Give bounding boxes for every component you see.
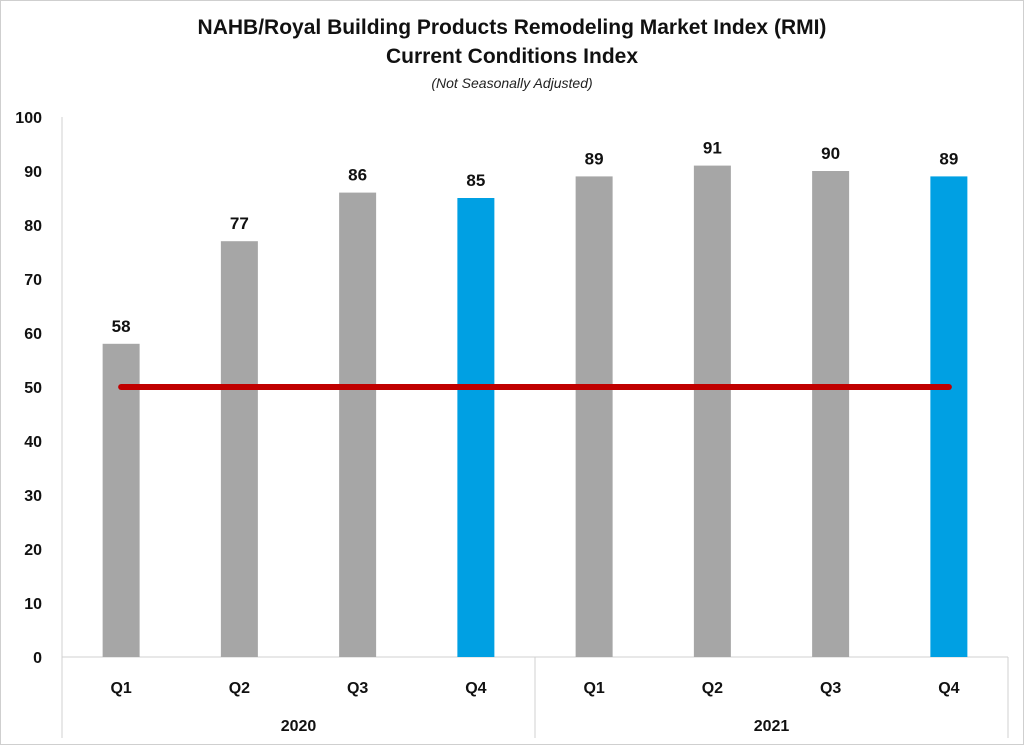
y-tick-label: 0 [33,650,42,667]
data-label: 90 [821,144,840,163]
y-tick-label: 60 [24,326,42,343]
x-tick-label: Q2 [702,680,723,697]
y-tick-label: 90 [24,164,42,181]
bar [339,192,377,657]
y-tick-label: 20 [24,542,42,559]
data-label: 58 [112,317,131,336]
y-tick-label: 10 [24,596,42,613]
data-label: 77 [230,214,249,233]
x-tick-label: Q3 [347,680,368,697]
y-tick-label: 30 [24,488,42,505]
y-tick-label: 50 [24,380,42,397]
bar [693,165,731,657]
data-label: 91 [703,139,722,158]
x-tick-label: Q3 [820,680,841,697]
bar [575,176,613,657]
x-tick-label: Q1 [583,680,604,697]
chart-subtitle: Current Conditions Index [386,45,638,68]
bar [102,343,140,657]
bar [457,198,495,657]
data-label: 86 [348,166,367,185]
data-label: 85 [466,171,485,190]
x-tick-label: Q1 [110,680,131,697]
group-label: 2020 [281,718,317,735]
y-tick-label: 70 [24,272,42,289]
chart-note: (Not Seasonally Adjusted) [431,75,593,91]
bar [930,176,968,657]
x-tick-label: Q4 [465,680,486,697]
y-tick-label: 100 [15,110,42,127]
y-tick-label: 40 [24,434,42,451]
group-label: 2021 [754,718,790,735]
chart-title: NAHB/Royal Building Products Remodeling … [197,16,827,39]
data-label: 89 [585,149,604,168]
bar [812,171,850,657]
x-tick-label: Q2 [229,680,250,697]
bar [220,241,258,657]
data-label: 89 [939,149,958,168]
x-tick-label: Q4 [938,680,959,697]
y-tick-label: 80 [24,218,42,235]
